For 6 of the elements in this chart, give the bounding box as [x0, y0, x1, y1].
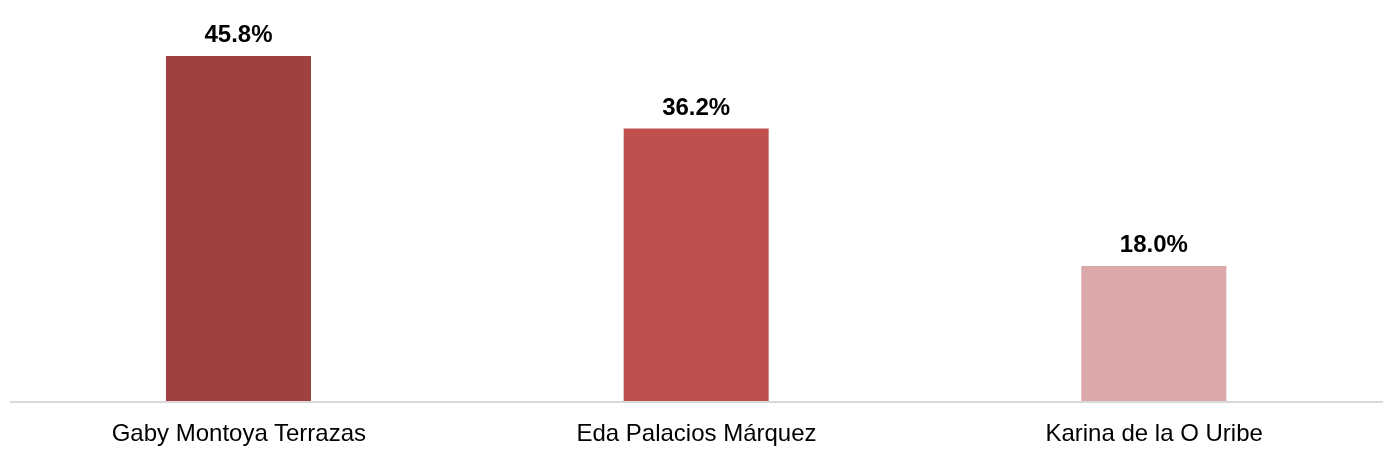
data-label: 18.0% — [1119, 230, 1188, 258]
data-label: 45.8% — [204, 20, 273, 47]
data-label: 36.2% — [662, 92, 731, 120]
x-tick-label: Karina de la O Uribe — [1045, 419, 1263, 447]
x-tick-label: Eda Palacios Márquez — [576, 419, 817, 447]
x-tick-label: Gaby Montoya Terrazas — [111, 419, 367, 447]
